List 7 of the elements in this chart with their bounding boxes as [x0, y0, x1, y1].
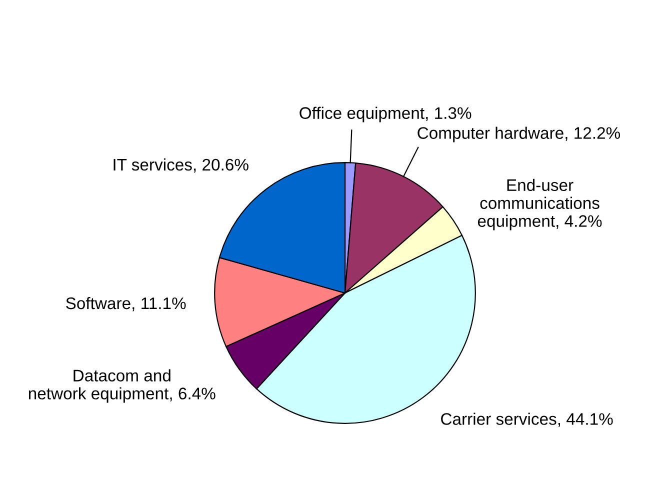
slice-label: Computer hardware, 12.2% [418, 126, 620, 142]
slice-label: Software, 11.1% [66, 296, 186, 312]
slice-label: End-user communications equipment, 4.2% [478, 178, 602, 230]
slice-label: Office equipment, 1.3% [300, 106, 472, 122]
slice-label: IT services, 20.6% [114, 158, 248, 173]
slice-label: Carrier services, 44.1% [441, 412, 613, 427]
slice-label: Datacom and network equipment, 6.4% [28, 369, 216, 403]
